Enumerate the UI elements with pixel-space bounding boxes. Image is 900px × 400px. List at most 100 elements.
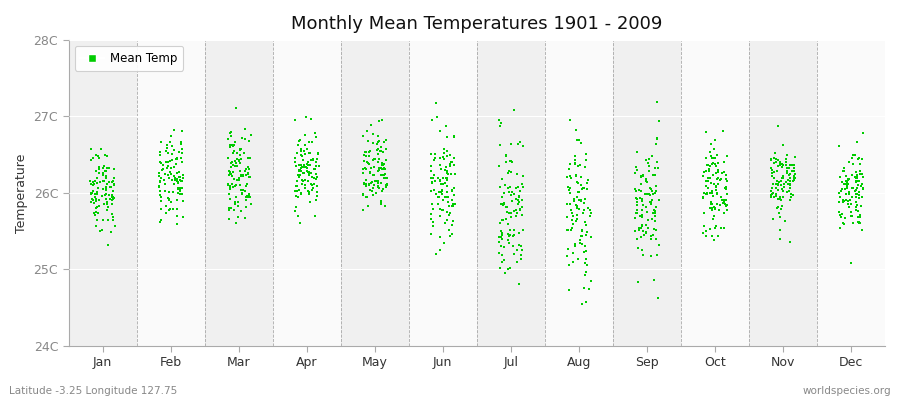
Point [581, 205, 596, 211]
Point [499, 153, 513, 159]
Point [238, 194, 253, 200]
Point [574, 241, 589, 247]
Point [772, 159, 787, 166]
Point [230, 203, 245, 209]
Point [440, 183, 454, 189]
Point [220, 155, 235, 162]
Point [231, 176, 246, 182]
Point [380, 182, 394, 188]
Point [776, 161, 790, 168]
Point [562, 117, 577, 124]
Point [84, 191, 98, 198]
Point [717, 225, 732, 231]
Point [447, 154, 462, 161]
Point [646, 191, 661, 198]
Point [652, 197, 666, 204]
Point [292, 174, 306, 180]
Point [242, 190, 256, 197]
Point [441, 212, 455, 218]
Point [648, 183, 662, 189]
Point [639, 222, 653, 228]
Point [841, 201, 855, 208]
Text: worldspecies.org: worldspecies.org [803, 386, 891, 396]
Point [855, 186, 869, 192]
Point [290, 187, 304, 194]
Point [445, 222, 459, 228]
Point [840, 179, 854, 185]
Point [173, 188, 187, 194]
Point [516, 184, 530, 190]
Point [293, 167, 308, 173]
Point [100, 181, 114, 188]
Point [302, 199, 317, 205]
Point [440, 177, 454, 183]
Point [301, 161, 315, 168]
Point [515, 180, 529, 187]
Point [711, 167, 725, 173]
Point [584, 234, 598, 240]
Point [767, 154, 781, 161]
Point [836, 180, 850, 187]
Point [227, 142, 241, 148]
Point [376, 164, 391, 171]
Point [371, 139, 385, 146]
Point [716, 200, 730, 206]
Point [849, 204, 863, 210]
Point [292, 138, 307, 144]
Point [580, 228, 594, 235]
Point [239, 183, 254, 189]
Point [501, 231, 516, 237]
Point [850, 156, 865, 162]
Point [424, 188, 438, 194]
Point [844, 185, 859, 192]
Point [764, 165, 778, 172]
Point [704, 199, 718, 205]
Point [153, 152, 167, 158]
Point [439, 170, 454, 176]
Point [560, 214, 574, 220]
Point [287, 154, 302, 161]
Point [375, 161, 390, 168]
Point [289, 193, 303, 199]
Point [440, 148, 454, 154]
Point [238, 126, 253, 133]
Point [97, 201, 112, 208]
Point [228, 199, 242, 205]
Point [578, 272, 592, 278]
Point [493, 142, 508, 149]
Point [833, 187, 848, 194]
Point [699, 128, 714, 135]
Point [236, 173, 250, 179]
Point [292, 171, 307, 178]
Point [290, 178, 304, 184]
Point [310, 170, 324, 177]
Point [706, 216, 721, 222]
Point [765, 184, 779, 191]
Point [226, 150, 240, 156]
Point [843, 212, 858, 219]
Point [310, 156, 324, 162]
Point [373, 167, 387, 173]
Point [302, 190, 316, 197]
Point [86, 180, 101, 187]
Point [297, 161, 311, 168]
Point [778, 218, 793, 224]
Point [645, 210, 660, 217]
Point [853, 183, 868, 189]
Point [299, 164, 313, 170]
Point [783, 182, 797, 188]
Point [162, 206, 176, 213]
Point [307, 180, 321, 187]
Point [307, 166, 321, 172]
Point [296, 157, 310, 163]
Point [844, 260, 859, 266]
Point [836, 197, 850, 204]
Point [86, 181, 101, 188]
Point [239, 166, 254, 172]
Point [428, 100, 443, 106]
Point [241, 170, 256, 177]
Point [291, 142, 305, 148]
Point [291, 194, 305, 200]
Point [651, 164, 665, 171]
Point [436, 150, 451, 156]
